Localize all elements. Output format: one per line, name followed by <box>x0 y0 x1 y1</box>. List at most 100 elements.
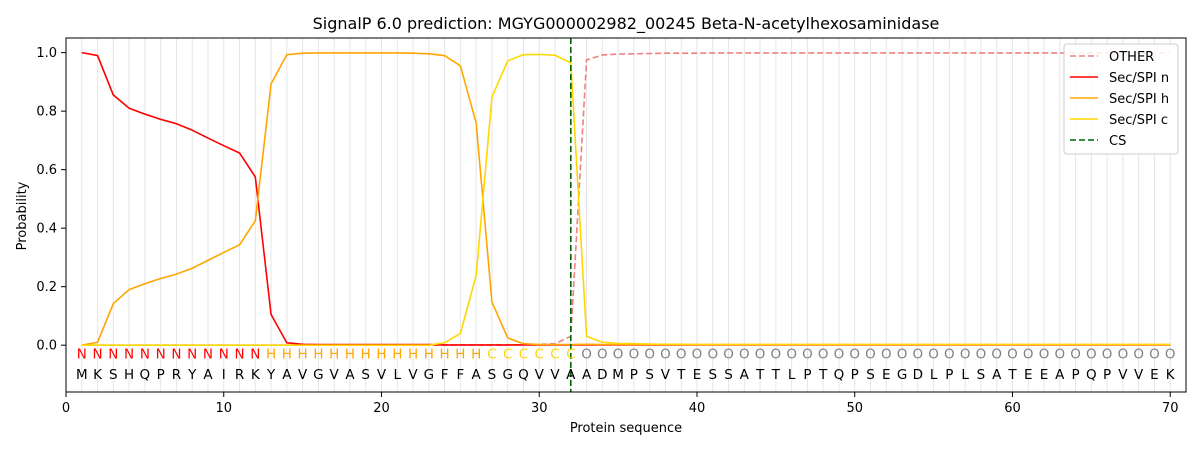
x-tick-label: 20 <box>373 401 390 416</box>
region-label: N <box>92 346 102 362</box>
region-label: O <box>1118 346 1129 362</box>
residue-letter: L <box>930 367 938 383</box>
legend: OTHER Sec/SPI n Sec/SPI h Sec/SPI c CS <box>1063 43 1179 155</box>
region-label: N <box>140 346 150 362</box>
region-label: H <box>455 346 465 362</box>
region-label: N <box>250 346 260 362</box>
region-label: H <box>282 346 292 362</box>
y-tick-label: 0.6 <box>36 163 57 178</box>
residue-letter: E <box>1024 367 1033 383</box>
residue-letter: S <box>977 367 986 383</box>
region-label: C <box>503 346 512 362</box>
residue-letter: P <box>1103 367 1111 383</box>
region-label: O <box>707 346 718 362</box>
region-label: O <box>881 346 892 362</box>
residue-letter: L <box>788 367 796 383</box>
residue-letter: D <box>597 367 607 383</box>
region-label: O <box>1054 346 1065 362</box>
residue-letter: V <box>535 367 545 383</box>
residue-letter: A <box>566 367 576 383</box>
residue-letter: M <box>76 367 88 383</box>
residue-letter: A <box>203 367 213 383</box>
y-tick-label: 1.0 <box>36 46 57 61</box>
region-label: H <box>329 346 339 362</box>
residue-letter: R <box>235 367 244 383</box>
residue-letter: Q <box>140 367 151 383</box>
legend-label: Sec/SPI h <box>1109 92 1169 107</box>
region-label: H <box>376 346 386 362</box>
residue-letter: G <box>897 367 907 383</box>
residue-letter: E <box>693 367 702 383</box>
chart-title: SignalP 6.0 prediction: MGYG000002982_00… <box>313 14 940 34</box>
residue-letter: G <box>313 367 323 383</box>
region-label: O <box>597 346 608 362</box>
residue-letter: R <box>172 367 181 383</box>
region-label: O <box>1165 346 1176 362</box>
region-label: C <box>487 346 496 362</box>
y-tick-label: 0.8 <box>36 105 57 120</box>
region-label: N <box>171 346 181 362</box>
region-label: O <box>1070 346 1081 362</box>
region-label: O <box>818 346 829 362</box>
residue-letter: P <box>630 367 638 383</box>
residue-letter: V <box>550 367 560 383</box>
residue-letter: K <box>251 367 261 383</box>
residue-letter: A <box>740 367 750 383</box>
region-label: H <box>440 346 450 362</box>
region-label: O <box>913 346 924 362</box>
residue-letter: L <box>961 367 969 383</box>
region-label: O <box>1039 346 1050 362</box>
region-label: O <box>834 346 845 362</box>
residue-letter: Y <box>266 367 276 383</box>
region-label: O <box>771 346 782 362</box>
residue-letter: V <box>1134 367 1144 383</box>
residue-letter: T <box>676 367 686 383</box>
region-label: N <box>108 346 118 362</box>
residue-letter: V <box>330 367 340 383</box>
y-tick-label: 0.4 <box>36 222 57 237</box>
region-label: O <box>802 346 813 362</box>
region-label: N <box>77 346 87 362</box>
residue-letter: L <box>394 367 402 383</box>
residue-letter: A <box>345 367 355 383</box>
x-axis-title: Protein sequence <box>570 421 682 436</box>
region-label: O <box>897 346 908 362</box>
residue-letter: H <box>124 367 134 383</box>
region-label: O <box>739 346 750 362</box>
region-label: O <box>660 346 671 362</box>
residue-letter: S <box>708 367 717 383</box>
x-tick-label: 40 <box>689 401 706 416</box>
x-tick-label: 30 <box>531 401 548 416</box>
region-label: C <box>519 346 528 362</box>
region-label: C <box>550 346 559 362</box>
region-label: O <box>1133 346 1144 362</box>
region-label: O <box>613 346 624 362</box>
residue-letter: P <box>851 367 859 383</box>
legend-box <box>1063 43 1179 155</box>
region-label: H <box>471 346 481 362</box>
residue-letter: A <box>282 367 292 383</box>
series-group <box>81 51 1171 346</box>
residue-letter: V <box>1118 367 1128 383</box>
y-tick-label: 0.2 <box>36 280 57 295</box>
residue-letter: V <box>298 367 308 383</box>
region-label: O <box>976 346 987 362</box>
residue-letter: A <box>472 367 482 383</box>
residue-letter: Q <box>1086 367 1097 383</box>
residue-letter: M <box>612 367 624 383</box>
region-label: N <box>156 346 166 362</box>
residue-letter: G <box>502 367 512 383</box>
residue-letter: S <box>724 367 733 383</box>
region-label: O <box>692 346 703 362</box>
residue-letter: T <box>755 367 765 383</box>
x-tick-label: 10 <box>215 401 232 416</box>
region-label: N <box>219 346 229 362</box>
legend-label: CS <box>1109 134 1126 149</box>
region-label: O <box>581 346 592 362</box>
residue-letter: A <box>582 367 592 383</box>
residue-letter: T <box>1007 367 1017 383</box>
region-label: H <box>361 346 371 362</box>
y-tick-label: 0.0 <box>36 339 57 354</box>
region-label: N <box>124 346 134 362</box>
